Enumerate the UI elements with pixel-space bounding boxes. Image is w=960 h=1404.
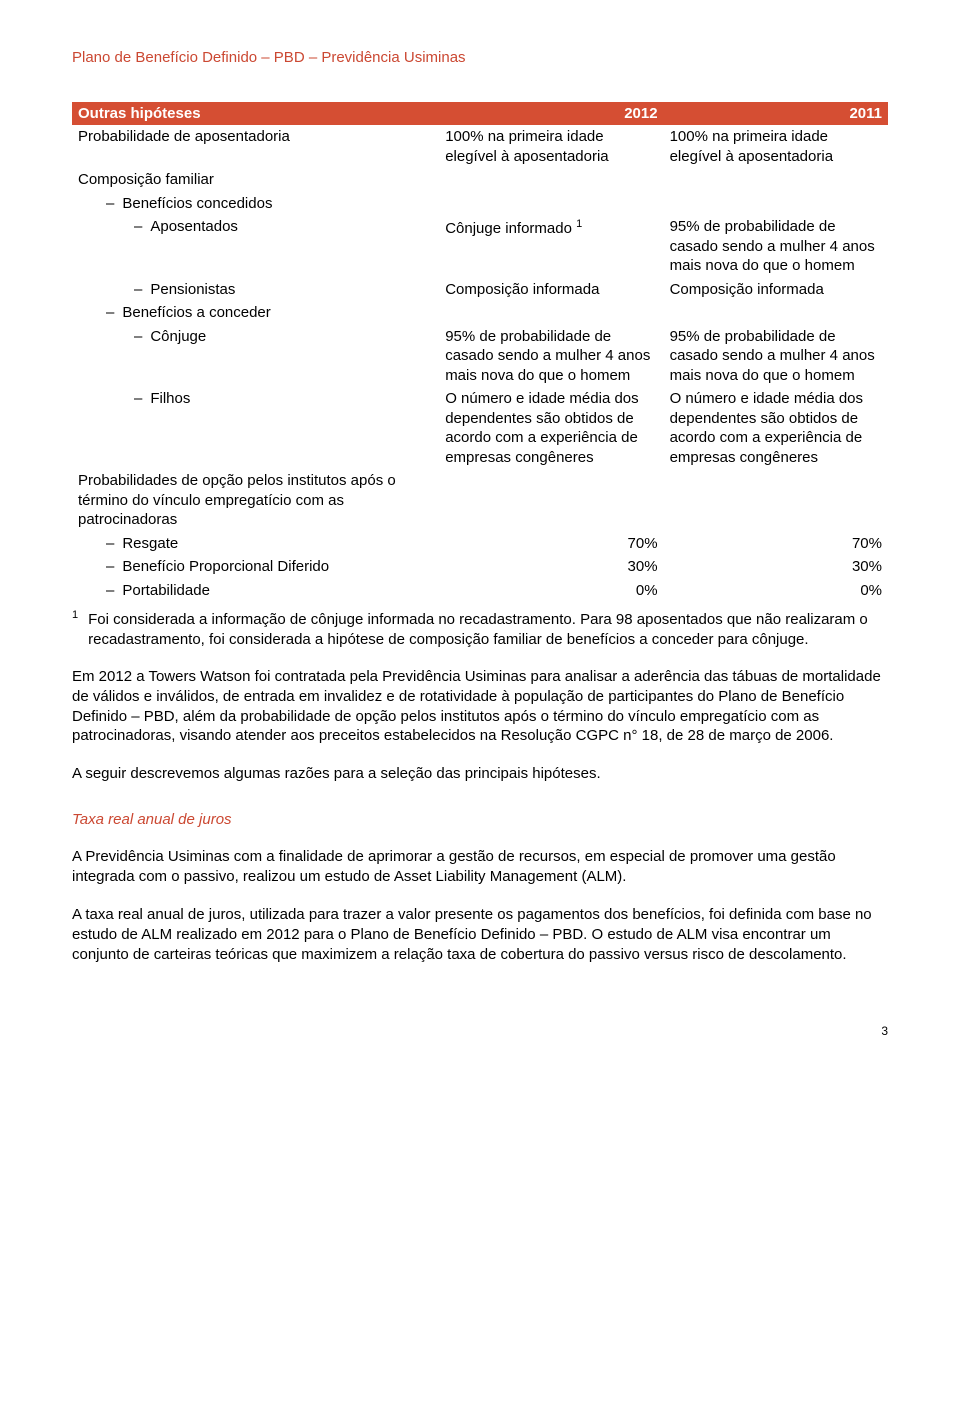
table-header-row: Outras hipóteses 2012 2011 bbox=[72, 102, 888, 126]
paragraph-2: A seguir descrevemos algumas razões para… bbox=[72, 764, 888, 784]
row-col-2011: 30% bbox=[664, 555, 888, 579]
row-col-2011: 100% na primeira idade elegível à aposen… bbox=[664, 125, 888, 168]
dash-icon bbox=[134, 218, 150, 235]
section-title: Taxa real anual de juros bbox=[72, 810, 888, 830]
dash-icon bbox=[106, 304, 122, 321]
row-col-2011: O número e idade média dos dependentes s… bbox=[664, 387, 888, 469]
footnote: 1 Foi considerada a informação de cônjug… bbox=[72, 610, 888, 649]
dash-icon bbox=[106, 535, 122, 552]
dash-icon bbox=[134, 281, 150, 298]
table-header-label: Outras hipóteses bbox=[72, 102, 439, 126]
table-row: FilhosO número e idade média dos depende… bbox=[72, 387, 888, 469]
row-col-2011: 70% bbox=[664, 532, 888, 556]
row-col-2011 bbox=[664, 192, 888, 216]
row-col-2011 bbox=[664, 168, 888, 192]
row-col-2011: 0% bbox=[664, 579, 888, 603]
table-row: PensionistasComposição informadaComposiç… bbox=[72, 278, 888, 302]
table-header-2012: 2012 bbox=[439, 102, 663, 126]
dash-icon bbox=[106, 558, 122, 575]
footnote-text: Foi considerada a informação de cônjuge … bbox=[88, 610, 888, 649]
row-label: Benefício Proporcional Diferido bbox=[72, 555, 439, 579]
document-title: Plano de Benefício Definido – PBD – Prev… bbox=[72, 48, 888, 68]
paragraph-1: Em 2012 a Towers Watson foi contratada p… bbox=[72, 667, 888, 746]
row-col-2012: 100% na primeira idade elegível à aposen… bbox=[439, 125, 663, 168]
row-label: Filhos bbox=[72, 387, 439, 469]
row-col-2012: Composição informada bbox=[439, 278, 663, 302]
row-col-2011: 95% de probabilidade de casado sendo a m… bbox=[664, 215, 888, 278]
row-col-2012: 70% bbox=[439, 532, 663, 556]
table-body: Probabilidade de aposentadoria100% na pr… bbox=[72, 125, 888, 602]
table-header-2011: 2011 bbox=[664, 102, 888, 126]
row-col-2011: 95% de probabilidade de casado sendo a m… bbox=[664, 325, 888, 388]
table-row: Probabilidade de aposentadoria100% na pr… bbox=[72, 125, 888, 168]
superscript: 1 bbox=[576, 218, 582, 230]
table-row: AposentadosCônjuge informado 195% de pro… bbox=[72, 215, 888, 278]
dash-icon bbox=[106, 582, 122, 599]
table-row: Benefícios a conceder bbox=[72, 301, 888, 325]
row-col-2011 bbox=[664, 301, 888, 325]
row-col-2012 bbox=[439, 301, 663, 325]
row-col-2012 bbox=[439, 469, 663, 532]
table-row: Composição familiar bbox=[72, 168, 888, 192]
table-row: Probabilidades de opção pelos institutos… bbox=[72, 469, 888, 532]
row-label: Cônjuge bbox=[72, 325, 439, 388]
table-row: Benefícios concedidos bbox=[72, 192, 888, 216]
row-col-2011 bbox=[664, 469, 888, 532]
dash-icon bbox=[106, 195, 122, 212]
footnote-index: 1 bbox=[72, 608, 78, 647]
table-row: Benefício Proporcional Diferido30%30% bbox=[72, 555, 888, 579]
row-label: Probabilidades de opção pelos institutos… bbox=[72, 469, 439, 532]
row-label: Portabilidade bbox=[72, 579, 439, 603]
dash-icon bbox=[134, 390, 150, 407]
row-label: Pensionistas bbox=[72, 278, 439, 302]
row-col-2012 bbox=[439, 192, 663, 216]
row-label: Probabilidade de aposentadoria bbox=[72, 125, 439, 168]
row-col-2012: 0% bbox=[439, 579, 663, 603]
dash-icon bbox=[134, 328, 150, 345]
paragraph-3: A Previdência Usiminas com a finalidade … bbox=[72, 847, 888, 887]
table-row: Cônjuge95% de probabilidade de casado se… bbox=[72, 325, 888, 388]
row-col-2012: Cônjuge informado 1 bbox=[439, 215, 663, 278]
row-label: Benefícios concedidos bbox=[72, 192, 439, 216]
row-label: Aposentados bbox=[72, 215, 439, 278]
row-col-2012: O número e idade média dos dependentes s… bbox=[439, 387, 663, 469]
row-col-2012 bbox=[439, 168, 663, 192]
page-container: Plano de Benefício Definido – PBD – Prev… bbox=[0, 0, 960, 1080]
row-label: Composição familiar bbox=[72, 168, 439, 192]
row-label: Benefícios a conceder bbox=[72, 301, 439, 325]
page-number: 3 bbox=[72, 1024, 888, 1040]
table-row: Resgate70%70% bbox=[72, 532, 888, 556]
row-col-2012: 30% bbox=[439, 555, 663, 579]
row-col-2012: 95% de probabilidade de casado sendo a m… bbox=[439, 325, 663, 388]
assumptions-table: Outras hipóteses 2012 2011 Probabilidade… bbox=[72, 102, 888, 603]
paragraph-4: A taxa real anual de juros, utilizada pa… bbox=[72, 905, 888, 964]
row-col-2011: Composição informada bbox=[664, 278, 888, 302]
row-label: Resgate bbox=[72, 532, 439, 556]
table-row: Portabilidade0%0% bbox=[72, 579, 888, 603]
